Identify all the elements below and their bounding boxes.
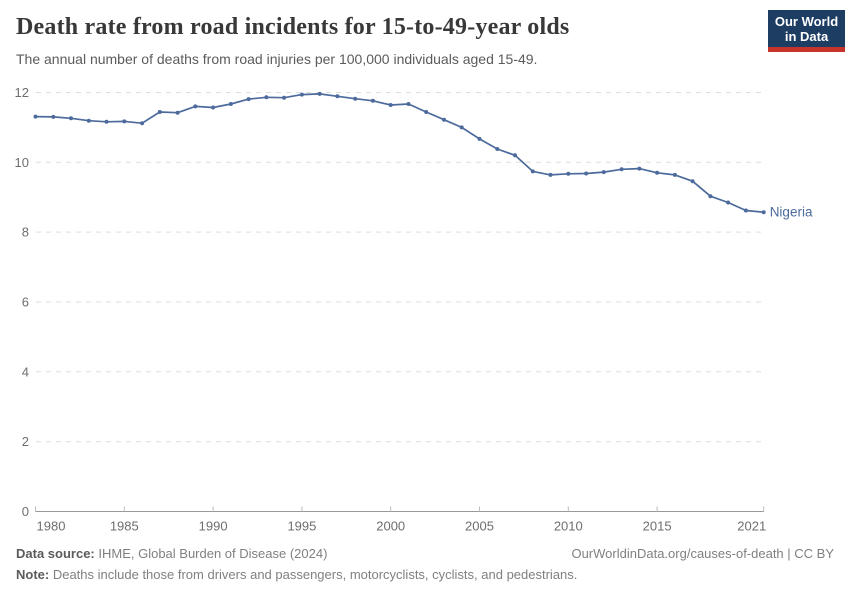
data-point[interactable] bbox=[743, 208, 748, 213]
data-source: Data source: IHME, Global Burden of Dise… bbox=[16, 546, 327, 561]
data-point[interactable] bbox=[584, 171, 589, 176]
owid-logo[interactable]: Our World in Data bbox=[768, 10, 845, 52]
data-point[interactable] bbox=[335, 94, 340, 99]
data-point[interactable] bbox=[104, 119, 109, 124]
x-axis-label: 2000 bbox=[376, 519, 405, 534]
owid-logo-line2: in Data bbox=[784, 28, 829, 44]
data-point[interactable] bbox=[530, 169, 535, 174]
data-point[interactable] bbox=[51, 114, 56, 119]
data-point[interactable] bbox=[175, 110, 180, 115]
x-axis-label: 1995 bbox=[287, 519, 316, 534]
data-point[interactable] bbox=[282, 95, 287, 100]
data-point[interactable] bbox=[619, 167, 624, 172]
chart-subtitle: The annual number of deaths from road in… bbox=[16, 51, 538, 67]
data-point[interactable] bbox=[370, 98, 375, 103]
data-point[interactable] bbox=[601, 170, 606, 175]
data-point[interactable] bbox=[211, 105, 216, 110]
x-axis-label: 1990 bbox=[199, 519, 228, 534]
data-source-label: Data source: bbox=[16, 546, 95, 561]
data-point[interactable] bbox=[353, 96, 358, 101]
data-point[interactable] bbox=[317, 91, 322, 96]
data-point[interactable] bbox=[708, 194, 713, 199]
note-label: Note: bbox=[16, 567, 50, 582]
x-axis-label: 2005 bbox=[465, 519, 494, 534]
data-point[interactable] bbox=[495, 147, 500, 151]
data-point[interactable] bbox=[157, 110, 162, 114]
y-axis-label: 2 bbox=[22, 434, 29, 449]
note-text: Deaths include those from drivers and pa… bbox=[49, 567, 578, 582]
y-axis-label: 12 bbox=[15, 85, 29, 100]
data-point[interactable] bbox=[672, 172, 677, 177]
chart-title: Death rate from road incidents for 15-to… bbox=[16, 14, 570, 40]
data-point[interactable] bbox=[513, 153, 517, 158]
y-axis-label: 10 bbox=[15, 155, 29, 170]
data-point[interactable] bbox=[761, 210, 766, 215]
y-axis-label: 8 bbox=[22, 225, 29, 240]
data-point[interactable] bbox=[264, 95, 269, 100]
data-point[interactable] bbox=[548, 172, 553, 177]
data-point[interactable] bbox=[246, 97, 251, 102]
data-point[interactable] bbox=[140, 121, 145, 126]
x-axis-label: 2015 bbox=[643, 519, 672, 534]
x-axis-label: 1980 bbox=[37, 519, 66, 534]
data-point[interactable] bbox=[655, 170, 660, 175]
trend-line[interactable] bbox=[35, 93, 764, 214]
y-axis-label: 4 bbox=[22, 364, 29, 379]
y-axis-label: 0 bbox=[22, 504, 29, 519]
data-point[interactable] bbox=[690, 179, 695, 184]
owid-link[interactable]: OurWorldinData.org/causes-of-death | CC … bbox=[571, 546, 834, 561]
note: Note: Deaths include those from drivers … bbox=[16, 567, 577, 582]
x-axis-label: 2021 bbox=[737, 519, 766, 534]
data-point[interactable] bbox=[228, 102, 233, 106]
data-point[interactable] bbox=[388, 103, 393, 107]
series-label[interactable]: Nigeria bbox=[770, 205, 813, 220]
data-point[interactable] bbox=[122, 119, 127, 124]
data-point[interactable] bbox=[86, 118, 91, 123]
owid-logo-line1: Our World bbox=[774, 13, 839, 29]
data-point[interactable] bbox=[726, 200, 731, 205]
data-point[interactable] bbox=[442, 117, 446, 122]
data-point[interactable] bbox=[69, 116, 73, 121]
line-chart-canvas: 0 2 4 6 8 10 12 1980 1985 1990 1995 2000 2005 2010 201… bbox=[15, 85, 813, 534]
data-point[interactable] bbox=[424, 110, 429, 114]
data-point[interactable] bbox=[566, 171, 571, 176]
data-point[interactable] bbox=[193, 104, 198, 109]
data-point[interactable] bbox=[637, 166, 642, 171]
y-axis-label: 6 bbox=[22, 295, 29, 310]
x-axis-label: 2010 bbox=[554, 519, 583, 534]
data-point[interactable] bbox=[459, 125, 464, 130]
data-source-text: IHME, Global Burden of Disease (2024) bbox=[94, 546, 328, 561]
data-point[interactable] bbox=[477, 136, 482, 141]
x-axis-label: 1985 bbox=[110, 519, 139, 534]
data-point[interactable] bbox=[406, 102, 411, 106]
data-point[interactable] bbox=[299, 92, 304, 97]
data-point[interactable] bbox=[33, 114, 38, 119]
